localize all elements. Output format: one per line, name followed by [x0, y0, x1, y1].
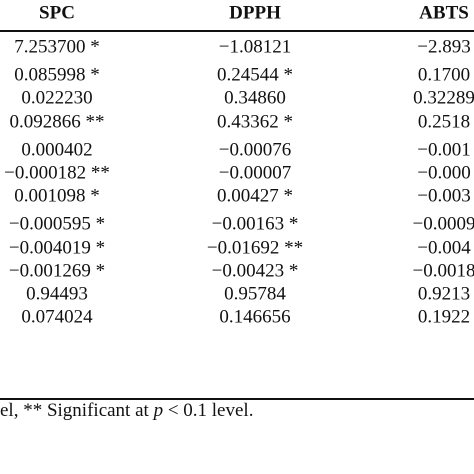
table-cell: 0.00427 *	[217, 185, 293, 207]
table-cell: −0.00076	[218, 139, 292, 161]
table-cell: 0.1700	[417, 64, 471, 86]
table-cell: 0.95784	[224, 283, 286, 305]
table-cell: 7.253700 *	[14, 36, 100, 58]
footnote: el, ** Significant at p < 0.1 level.	[0, 401, 253, 420]
table-cell: 0.074024	[21, 306, 93, 328]
table-cell: 0.1922	[417, 306, 471, 328]
column-header: SPC	[39, 2, 75, 24]
table-cell: −0.004019 *	[8, 237, 106, 258]
table-cell: 0.000402	[21, 139, 93, 161]
table-cell: 0.085998 *	[14, 64, 100, 86]
table-cell: 0.092866 **	[9, 111, 105, 133]
table-cell: 0.2518	[417, 111, 471, 133]
footnote-text: < 0.1 level.	[163, 400, 254, 421]
column-header: ABTS	[419, 2, 469, 24]
table-cell: −0.00423 *	[211, 260, 299, 282]
bottom-rule	[0, 398, 474, 400]
table-cell: 0.43362 *	[217, 111, 293, 133]
column-header: DPPH	[229, 2, 281, 24]
table-cell: −0.01692 **	[206, 237, 304, 258]
table-cell: 0.9213	[417, 283, 471, 305]
footnote-text: el, ** Significant at	[0, 400, 154, 421]
table-cell: −0.003	[417, 185, 471, 207]
table-cell: 0.022230	[21, 87, 93, 109]
table-cell: −0.00007	[218, 162, 292, 184]
table-cell: −0.000182 **	[4, 162, 110, 184]
table-cell: −1.08121	[218, 36, 292, 58]
table-cell: −0.000595 *	[8, 213, 106, 235]
table-cell: −0.001269 *	[8, 260, 106, 282]
table-cell: −0.004	[417, 237, 471, 258]
table-cell: 0.001098 *	[14, 185, 100, 207]
table-cell: 0.32289	[413, 87, 474, 109]
table-cell: 0.34860	[224, 87, 286, 109]
table-cell: 0.146656	[219, 306, 291, 328]
header-rule	[0, 30, 474, 32]
table-cell: −0.0009	[412, 213, 474, 235]
table-cell: 0.94493	[26, 283, 88, 305]
table-cell: −2.893	[417, 36, 471, 58]
table-cell: −0.0018	[412, 260, 474, 282]
table-cell: 0.24544 *	[217, 64, 293, 86]
table-cell: −0.001	[417, 139, 471, 161]
table-cell: −0.00163 *	[211, 213, 299, 235]
footnote-italic: p	[153, 400, 164, 421]
table-cell: −0.000	[417, 162, 471, 184]
